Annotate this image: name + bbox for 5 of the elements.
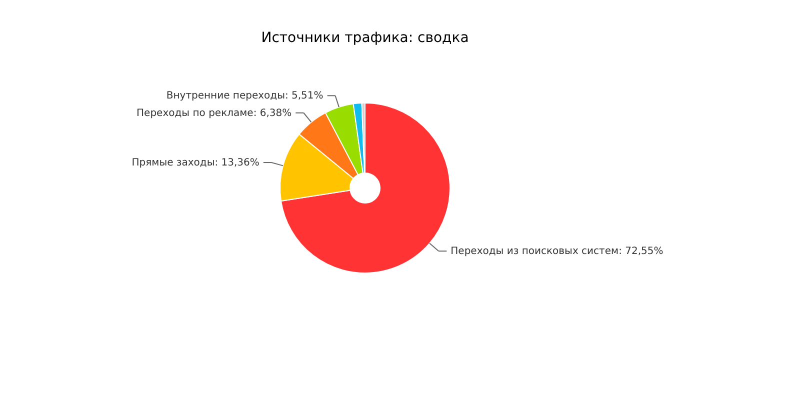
slice-label: Переходы из поисковых систем: 72,55% [450,246,664,258]
slice-label: Прямые заходы: 13,36% [132,158,260,169]
slice-label: Переходы по рекламе: 6,38% [136,108,292,119]
chart-title: Источники трафика: сводка [261,30,469,46]
slice-label: Внутренние переходы: 5,51% [166,90,324,102]
